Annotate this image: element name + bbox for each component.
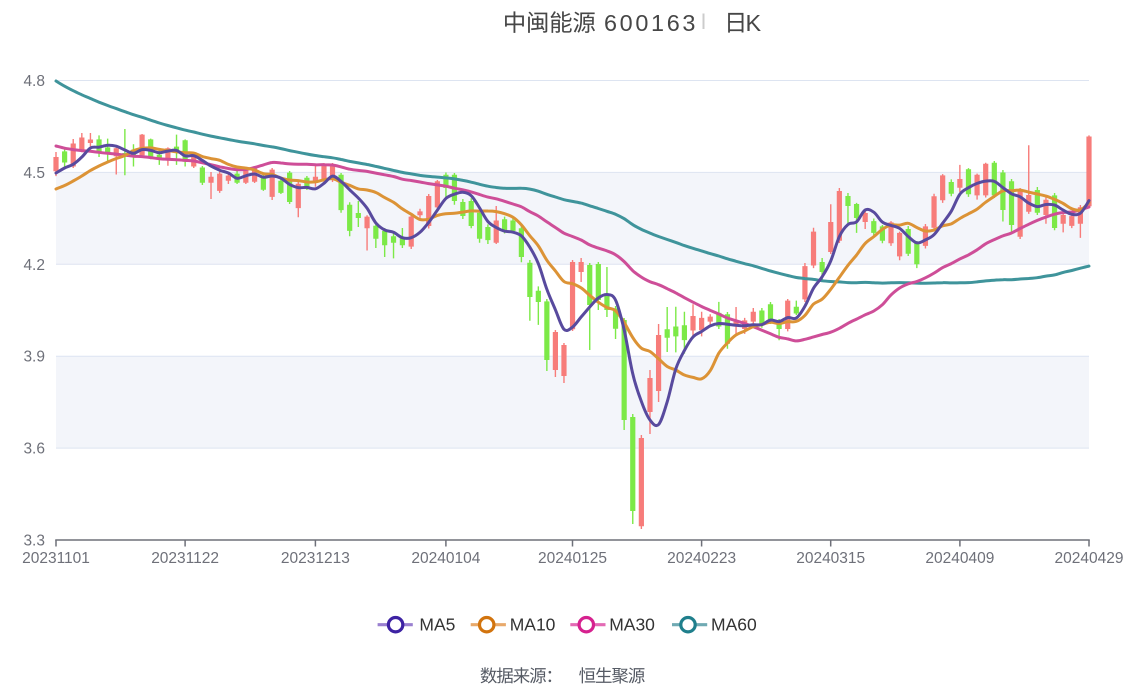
- svg-text:MA30: MA30: [609, 615, 655, 635]
- svg-text:20231101: 20231101: [22, 550, 90, 567]
- svg-text:3.6: 3.6: [23, 441, 45, 458]
- svg-text:MA5: MA5: [419, 615, 455, 635]
- svg-text:20231213: 20231213: [281, 550, 350, 567]
- svg-text:4.2: 4.2: [23, 257, 45, 274]
- svg-text:3.3: 3.3: [23, 533, 45, 550]
- svg-text:K: K: [746, 10, 762, 36]
- svg-text:MA10: MA10: [510, 615, 556, 635]
- svg-text:4.8: 4.8: [23, 73, 45, 90]
- svg-text:MA60: MA60: [711, 615, 757, 635]
- svg-text:4.5: 4.5: [23, 165, 45, 182]
- svg-text:20240125: 20240125: [538, 550, 607, 567]
- svg-text:20240104: 20240104: [411, 550, 480, 567]
- svg-text:20231122: 20231122: [151, 550, 219, 567]
- svg-text:20240409: 20240409: [925, 550, 994, 567]
- svg-text:20240223: 20240223: [667, 550, 736, 567]
- svg-text:3.9: 3.9: [23, 349, 45, 366]
- svg-text:20240429: 20240429: [1055, 550, 1124, 567]
- svg-text:20240315: 20240315: [796, 550, 865, 567]
